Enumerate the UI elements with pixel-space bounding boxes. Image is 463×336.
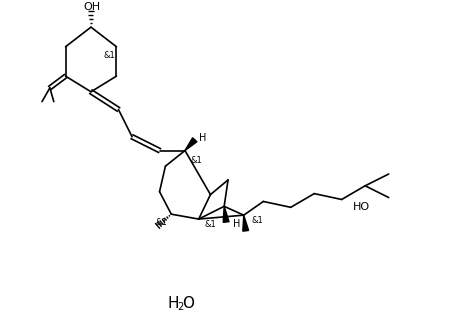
- Polygon shape: [243, 215, 249, 231]
- Text: HO: HO: [353, 202, 370, 212]
- Polygon shape: [185, 138, 197, 151]
- Polygon shape: [223, 206, 229, 222]
- Text: &1: &1: [251, 216, 263, 224]
- Text: H: H: [199, 133, 206, 143]
- Text: H: H: [233, 219, 241, 229]
- Text: OH: OH: [83, 2, 100, 12]
- Text: &1: &1: [104, 51, 115, 60]
- Text: H: H: [168, 296, 179, 311]
- Text: &1: &1: [191, 156, 203, 165]
- Text: &1: &1: [156, 217, 167, 226]
- Text: O: O: [182, 296, 194, 311]
- Text: &1: &1: [205, 220, 216, 229]
- Text: 2: 2: [177, 302, 183, 312]
